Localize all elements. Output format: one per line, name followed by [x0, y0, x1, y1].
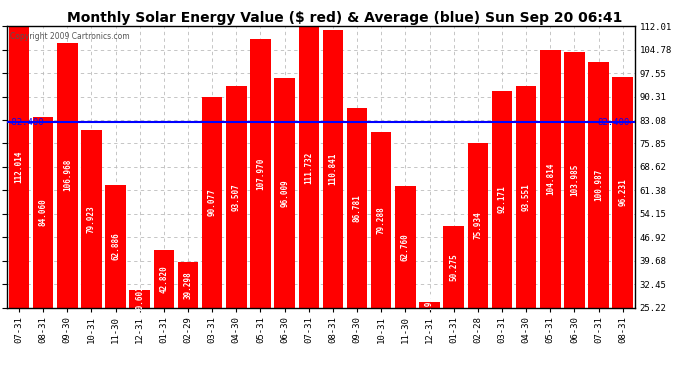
Bar [130, 290, 150, 308]
Text: 110.841: 110.841 [328, 153, 337, 185]
Bar [299, 27, 319, 308]
Text: Monthly Solar Energy Value ($ red) & Average (blue) Sun Sep 20 06:41: Monthly Solar Energy Value ($ red) & Ave… [68, 11, 622, 25]
Text: 92.171: 92.171 [497, 185, 506, 213]
Text: 107.970: 107.970 [256, 157, 265, 190]
Text: 86.781: 86.781 [353, 194, 362, 222]
Text: 75.934: 75.934 [473, 211, 482, 239]
Bar [202, 98, 222, 308]
Text: 62.760: 62.760 [401, 233, 410, 261]
Text: 26.918: 26.918 [425, 291, 434, 319]
Text: 79.923: 79.923 [87, 205, 96, 233]
Text: 100.987: 100.987 [594, 168, 603, 201]
Text: 112.014: 112.014 [14, 151, 23, 183]
Bar [516, 86, 536, 308]
Bar [395, 186, 415, 308]
Bar [564, 52, 584, 308]
Text: 106.968: 106.968 [63, 159, 72, 191]
Text: 39.298: 39.298 [184, 271, 193, 298]
Text: 93.507: 93.507 [232, 183, 241, 211]
Bar [323, 30, 343, 308]
Text: 50.275: 50.275 [449, 253, 458, 281]
Bar [33, 117, 53, 308]
Bar [371, 132, 391, 308]
Bar [589, 62, 609, 308]
Bar [420, 302, 440, 307]
Text: 93.551: 93.551 [522, 183, 531, 211]
Bar [57, 43, 77, 308]
Text: 96.231: 96.231 [618, 178, 627, 206]
Bar [154, 251, 174, 308]
Text: 30.601: 30.601 [135, 285, 144, 313]
Text: →82.400: →82.400 [7, 118, 45, 127]
Bar [347, 108, 367, 308]
Bar [250, 39, 270, 308]
Bar [613, 77, 633, 308]
Bar [106, 186, 126, 308]
Text: 42.820: 42.820 [159, 265, 168, 293]
Text: 96.009: 96.009 [280, 179, 289, 207]
Text: 90.077: 90.077 [208, 189, 217, 216]
Bar [81, 130, 101, 308]
Text: 84.060: 84.060 [39, 198, 48, 226]
Text: 79.288: 79.288 [377, 206, 386, 234]
Bar [178, 262, 198, 308]
Text: Copyright 2009 Cartronics.com: Copyright 2009 Cartronics.com [10, 32, 130, 41]
Text: 103.985: 103.985 [570, 164, 579, 196]
Bar [540, 50, 560, 308]
Bar [275, 78, 295, 308]
Bar [9, 26, 29, 308]
Text: 82.400←: 82.400← [597, 118, 635, 127]
Bar [468, 143, 488, 308]
Bar [444, 226, 464, 308]
Bar [492, 90, 512, 308]
Text: 62.886: 62.886 [111, 232, 120, 260]
Bar [226, 86, 246, 308]
Text: 104.814: 104.814 [546, 162, 555, 195]
Text: 111.732: 111.732 [304, 151, 313, 183]
